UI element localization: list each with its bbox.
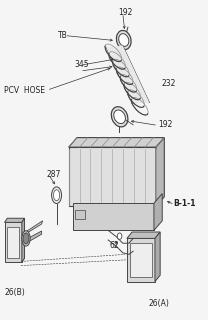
Polygon shape — [75, 210, 85, 219]
Polygon shape — [127, 238, 155, 282]
Ellipse shape — [53, 190, 60, 201]
Text: PCV  HOSE: PCV HOSE — [4, 86, 45, 95]
Polygon shape — [156, 138, 164, 206]
Polygon shape — [155, 232, 160, 282]
Text: 287: 287 — [47, 170, 61, 179]
Text: 345: 345 — [74, 60, 89, 68]
Polygon shape — [106, 45, 149, 104]
Polygon shape — [7, 227, 19, 258]
Text: 26(B): 26(B) — [4, 288, 25, 297]
Ellipse shape — [111, 107, 128, 127]
Text: B-1-1: B-1-1 — [174, 199, 196, 208]
Polygon shape — [130, 243, 152, 277]
Polygon shape — [5, 222, 22, 262]
Ellipse shape — [114, 110, 125, 124]
Polygon shape — [5, 218, 25, 222]
Polygon shape — [69, 138, 164, 147]
Text: 62: 62 — [110, 241, 119, 250]
Polygon shape — [22, 218, 25, 262]
Polygon shape — [127, 232, 160, 238]
Ellipse shape — [116, 30, 131, 50]
Ellipse shape — [23, 233, 29, 244]
Ellipse shape — [52, 187, 62, 204]
Text: 26(A): 26(A) — [149, 299, 170, 308]
Ellipse shape — [117, 233, 122, 239]
Text: 192: 192 — [118, 8, 132, 17]
Ellipse shape — [119, 34, 129, 46]
Text: 232: 232 — [161, 79, 176, 88]
Text: 192: 192 — [158, 120, 173, 129]
Polygon shape — [73, 203, 154, 230]
Polygon shape — [26, 221, 43, 234]
Polygon shape — [26, 231, 42, 243]
Polygon shape — [154, 194, 162, 230]
Text: TB: TB — [58, 31, 68, 40]
Ellipse shape — [22, 231, 30, 246]
Polygon shape — [69, 147, 156, 206]
